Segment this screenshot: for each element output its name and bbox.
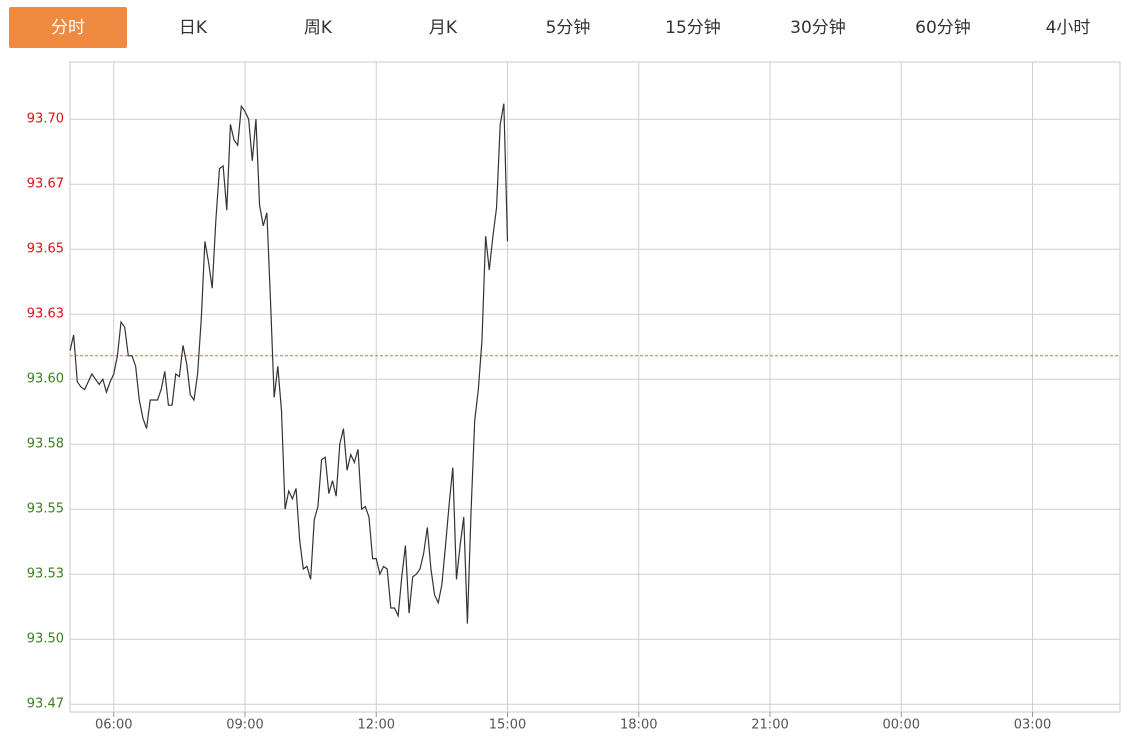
tab[interactable]: 15分钟 bbox=[665, 18, 721, 38]
tab[interactable]: 60分钟 bbox=[915, 18, 971, 38]
tab[interactable]: 5分钟 bbox=[546, 18, 591, 38]
price-line bbox=[69, 103, 509, 624]
x-tick-label: 00:00 bbox=[883, 718, 920, 733]
x-tick-label: 21:00 bbox=[751, 718, 788, 733]
x-tick-label: 12:00 bbox=[358, 718, 395, 733]
y-tick-label: 93.50 bbox=[27, 632, 64, 647]
y-tick-label: 93.60 bbox=[27, 372, 64, 387]
y-tick-label: 93.58 bbox=[27, 437, 64, 452]
x-tick-label: 03:00 bbox=[1014, 718, 1051, 733]
y-tick-label: 93.55 bbox=[27, 502, 64, 517]
y-tick-label: 93.63 bbox=[27, 307, 64, 322]
x-tick-label: 15:00 bbox=[489, 718, 526, 733]
plot-frame bbox=[69, 61, 1121, 713]
active-tab-bg[interactable] bbox=[9, 7, 127, 48]
x-tick-label: 18:00 bbox=[620, 718, 657, 733]
x-tick-label: 09:00 bbox=[226, 718, 263, 733]
y-tick-label: 93.47 bbox=[27, 697, 64, 712]
y-tick-label: 93.67 bbox=[27, 177, 64, 192]
tab[interactable]: 4小时 bbox=[1046, 18, 1091, 38]
y-tick-label: 93.70 bbox=[27, 112, 64, 127]
tab[interactable]: 周K bbox=[304, 18, 333, 38]
tab[interactable]: 月K bbox=[429, 18, 458, 38]
y-tick-label: 93.53 bbox=[27, 567, 64, 582]
tab[interactable]: 分时 bbox=[51, 18, 85, 38]
tab[interactable]: 日K bbox=[179, 18, 208, 38]
tab[interactable]: 30分钟 bbox=[790, 18, 846, 38]
y-tick-label: 93.65 bbox=[27, 242, 64, 257]
x-tick-label: 06:00 bbox=[95, 718, 132, 733]
